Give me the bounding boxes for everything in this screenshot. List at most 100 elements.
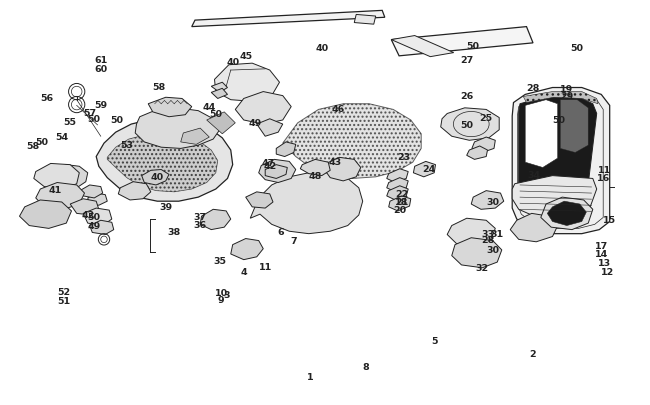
Polygon shape bbox=[441, 109, 499, 141]
Polygon shape bbox=[259, 160, 296, 183]
Polygon shape bbox=[541, 198, 593, 230]
Text: 24: 24 bbox=[422, 165, 436, 174]
Text: 12: 12 bbox=[601, 268, 614, 277]
Text: 59: 59 bbox=[94, 101, 107, 110]
Polygon shape bbox=[90, 221, 114, 235]
Polygon shape bbox=[96, 119, 233, 202]
Polygon shape bbox=[200, 210, 231, 230]
Text: 55: 55 bbox=[64, 118, 77, 127]
Text: 29: 29 bbox=[560, 92, 573, 101]
Polygon shape bbox=[467, 147, 488, 160]
Polygon shape bbox=[20, 200, 72, 229]
Text: 61: 61 bbox=[94, 56, 107, 65]
Text: 31: 31 bbox=[491, 230, 504, 239]
Text: 33: 33 bbox=[481, 230, 494, 239]
Polygon shape bbox=[560, 100, 588, 153]
Text: 50: 50 bbox=[571, 44, 584, 53]
Text: 47: 47 bbox=[261, 158, 274, 167]
Polygon shape bbox=[88, 194, 107, 206]
Text: 36: 36 bbox=[194, 220, 207, 229]
Text: 50: 50 bbox=[460, 121, 473, 130]
Text: 40: 40 bbox=[315, 44, 328, 53]
Polygon shape bbox=[452, 238, 502, 268]
Polygon shape bbox=[387, 178, 408, 192]
Polygon shape bbox=[148, 98, 192, 117]
Text: 40: 40 bbox=[226, 58, 239, 67]
Polygon shape bbox=[135, 109, 220, 149]
Text: 50: 50 bbox=[88, 115, 101, 124]
Polygon shape bbox=[235, 92, 291, 125]
Text: 57: 57 bbox=[83, 109, 96, 118]
Polygon shape bbox=[47, 165, 88, 190]
Polygon shape bbox=[387, 169, 408, 183]
Polygon shape bbox=[181, 129, 209, 145]
Text: 27: 27 bbox=[460, 55, 473, 64]
Polygon shape bbox=[471, 191, 504, 210]
Text: 38: 38 bbox=[168, 227, 181, 236]
Polygon shape bbox=[472, 138, 495, 153]
Polygon shape bbox=[354, 15, 376, 25]
Text: 6: 6 bbox=[278, 227, 284, 236]
Text: 1: 1 bbox=[307, 372, 314, 381]
Text: 34: 34 bbox=[528, 171, 541, 179]
Text: 28: 28 bbox=[481, 235, 494, 244]
Polygon shape bbox=[250, 173, 363, 234]
Polygon shape bbox=[83, 209, 112, 226]
Polygon shape bbox=[211, 89, 227, 99]
Text: 37: 37 bbox=[194, 212, 207, 221]
Text: 28: 28 bbox=[526, 84, 539, 93]
Polygon shape bbox=[547, 202, 586, 226]
Polygon shape bbox=[81, 185, 103, 198]
Text: 50: 50 bbox=[111, 116, 124, 125]
Polygon shape bbox=[283, 104, 421, 179]
Text: 10: 10 bbox=[214, 288, 227, 297]
Text: 52: 52 bbox=[57, 287, 70, 296]
Polygon shape bbox=[257, 119, 283, 137]
Polygon shape bbox=[387, 186, 408, 200]
Polygon shape bbox=[391, 36, 454, 58]
Text: 11: 11 bbox=[598, 166, 611, 175]
Text: 11: 11 bbox=[259, 262, 272, 271]
Text: 30: 30 bbox=[486, 246, 499, 255]
Text: 3: 3 bbox=[223, 290, 229, 299]
Text: 25: 25 bbox=[480, 114, 493, 123]
Text: 42: 42 bbox=[81, 211, 94, 220]
Polygon shape bbox=[300, 160, 330, 176]
Text: 50: 50 bbox=[467, 42, 480, 51]
Polygon shape bbox=[107, 134, 218, 192]
Polygon shape bbox=[231, 239, 263, 260]
Text: 40: 40 bbox=[151, 173, 164, 182]
Polygon shape bbox=[512, 176, 597, 219]
Polygon shape bbox=[525, 100, 558, 168]
Text: 32: 32 bbox=[476, 264, 489, 273]
Text: 9: 9 bbox=[218, 295, 224, 304]
Text: 39: 39 bbox=[159, 202, 172, 211]
Text: 50: 50 bbox=[36, 137, 49, 146]
Polygon shape bbox=[413, 162, 436, 177]
Polygon shape bbox=[118, 182, 151, 200]
Polygon shape bbox=[276, 143, 296, 157]
Polygon shape bbox=[447, 219, 495, 246]
Polygon shape bbox=[207, 113, 235, 134]
Text: 2: 2 bbox=[530, 349, 536, 358]
Polygon shape bbox=[510, 214, 558, 242]
Text: 19: 19 bbox=[560, 85, 573, 94]
Polygon shape bbox=[192, 11, 385, 28]
Polygon shape bbox=[70, 199, 99, 215]
Text: 49: 49 bbox=[248, 119, 261, 128]
Text: 44: 44 bbox=[203, 103, 216, 112]
Polygon shape bbox=[34, 164, 79, 190]
Text: 53: 53 bbox=[120, 141, 133, 149]
Text: 21: 21 bbox=[395, 197, 408, 206]
Text: 8: 8 bbox=[362, 362, 369, 371]
Text: 50: 50 bbox=[88, 212, 101, 221]
Text: 41: 41 bbox=[49, 186, 62, 195]
Polygon shape bbox=[214, 64, 280, 102]
Text: 16: 16 bbox=[597, 174, 610, 183]
Polygon shape bbox=[523, 92, 598, 104]
Text: 20: 20 bbox=[393, 205, 406, 214]
Polygon shape bbox=[389, 196, 411, 211]
Text: 54: 54 bbox=[55, 132, 68, 141]
Text: 45: 45 bbox=[239, 52, 252, 61]
Polygon shape bbox=[325, 158, 361, 181]
